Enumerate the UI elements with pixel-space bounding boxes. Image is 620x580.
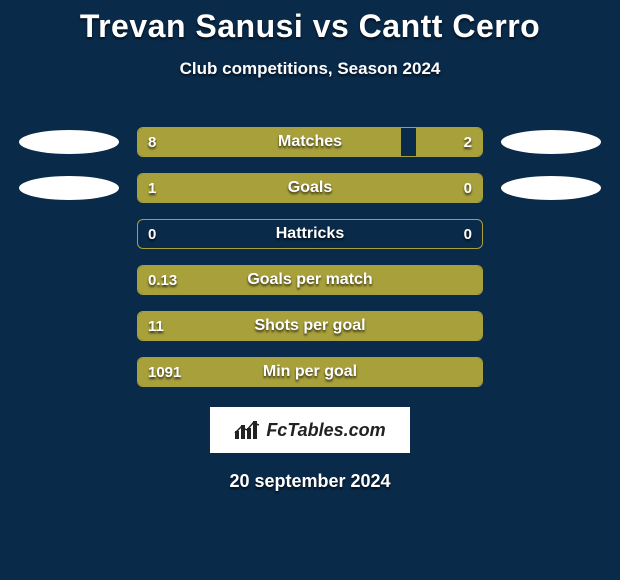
stat-row: 82Matches — [0, 119, 620, 165]
stat-bar: 10Goals — [137, 173, 483, 203]
stat-bar: 82Matches — [137, 127, 483, 157]
page-title: Trevan Sanusi vs Cantt Cerro — [0, 8, 620, 45]
right-team-badge — [501, 265, 601, 295]
stat-label: Min per goal — [138, 358, 482, 386]
stat-label: Goals — [138, 174, 482, 202]
stat-rows: 82Matches 10Goals 00Hattricks 0.13Goals per… — [0, 119, 620, 395]
date-label: 20 september 2024 — [0, 471, 620, 492]
left-team-badge — [19, 127, 119, 157]
subtitle: Club competitions, Season 2024 — [0, 59, 620, 79]
stat-label: Goals per match — [138, 266, 482, 294]
stat-bar: 0.13Goals per match — [137, 265, 483, 295]
stat-row: 1091Min per goal — [0, 349, 620, 395]
team-ellipse-icon — [19, 176, 119, 200]
right-team-badge — [501, 357, 601, 387]
team-ellipse-icon — [501, 176, 601, 200]
team-ellipse-icon — [501, 130, 601, 154]
stat-bar: 00Hattricks — [137, 219, 483, 249]
stat-label: Hattricks — [138, 220, 482, 248]
stat-bar: 1091Min per goal — [137, 357, 483, 387]
team-ellipse-icon — [19, 130, 119, 154]
left-team-badge — [19, 219, 119, 249]
left-team-badge — [19, 357, 119, 387]
stat-label: Shots per goal — [138, 312, 482, 340]
brand-logo: FcTables.com — [210, 407, 410, 453]
left-team-badge — [19, 173, 119, 203]
comparison-infographic: Trevan Sanusi vs Cantt Cerro Club compet… — [0, 0, 620, 492]
stat-row: 11Shots per goal — [0, 303, 620, 349]
chart-bars-icon — [234, 419, 260, 441]
left-team-badge — [19, 311, 119, 341]
right-team-badge — [501, 173, 601, 203]
right-team-badge — [501, 311, 601, 341]
stat-label: Matches — [138, 128, 482, 156]
stat-row: 00Hattricks — [0, 211, 620, 257]
right-team-badge — [501, 219, 601, 249]
left-team-badge — [19, 265, 119, 295]
stat-bar: 11Shots per goal — [137, 311, 483, 341]
stat-row: 0.13Goals per match — [0, 257, 620, 303]
brand-logo-text: FcTables.com — [266, 420, 385, 441]
stat-row: 10Goals — [0, 165, 620, 211]
right-team-badge — [501, 127, 601, 157]
